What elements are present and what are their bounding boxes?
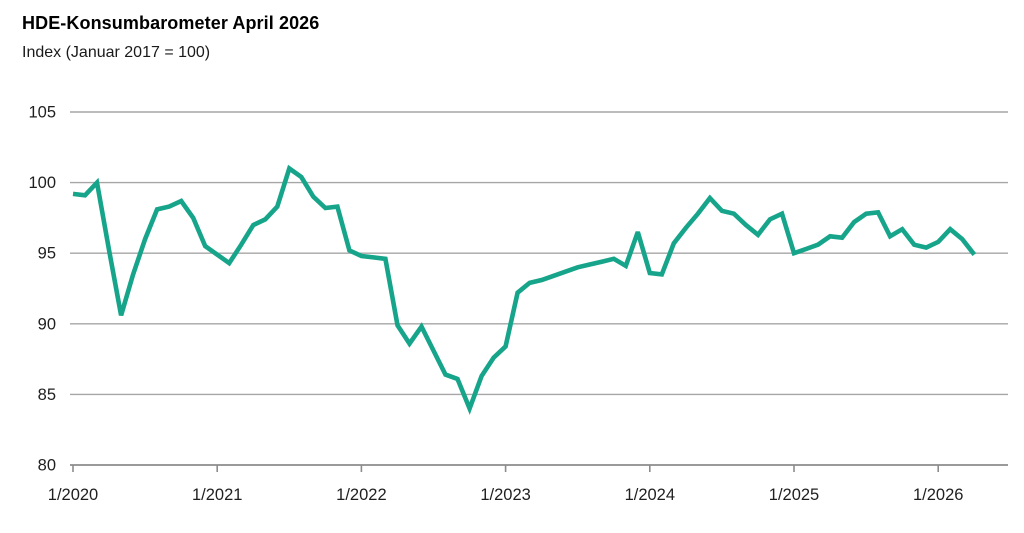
y-axis-label-85: 85 [38,386,56,404]
x-axis-label-1/2025: 1/2025 [769,486,819,504]
x-axis-label-1/2020: 1/2020 [48,486,98,504]
chart-header: HDE-Konsumbarometer April 2026 Index (Ja… [22,12,319,63]
x-axis-label-1/2023: 1/2023 [480,486,530,504]
x-axis-label-1/2021: 1/2021 [192,486,242,504]
y-axis-label-105: 105 [28,104,56,122]
x-axis-label-1/2026: 1/2026 [913,486,963,504]
y-axis-label-90: 90 [38,315,56,333]
x-axis-label-1/2024: 1/2024 [625,486,675,504]
x-axis-label-1/2022: 1/2022 [336,486,386,504]
series-line-konsumbarometer [72,164,977,415]
chart-subtitle: Index (Januar 2017 = 100) [22,44,211,61]
chart-title: HDE-Konsumbarometer April 2026 [22,13,320,33]
y-axis-label-95: 95 [38,245,56,263]
y-axis-label-100: 100 [28,174,56,192]
y-axis-label-80: 80 [38,457,56,475]
